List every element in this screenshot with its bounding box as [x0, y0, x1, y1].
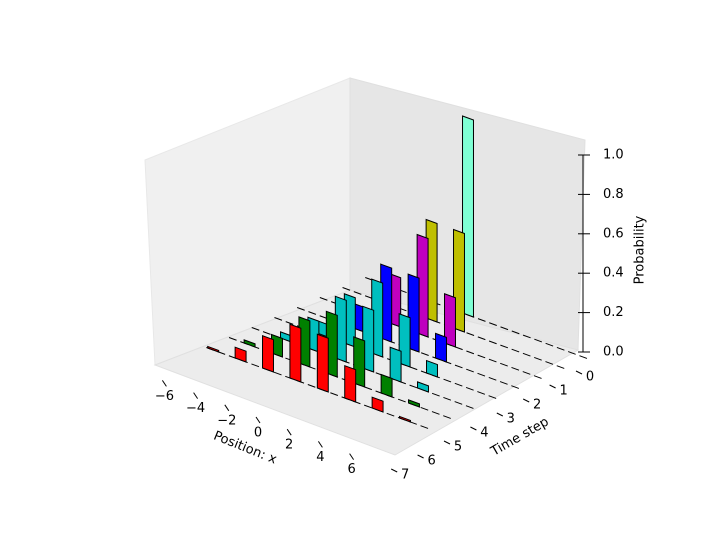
y-tick — [522, 398, 530, 403]
x-tick — [255, 416, 261, 424]
z-axis-label: Probability — [633, 215, 648, 284]
x-tick-label: 4 — [316, 450, 324, 465]
y-tick — [496, 412, 504, 417]
x-tick-label: 0 — [254, 426, 262, 441]
bar — [417, 381, 429, 393]
bar — [389, 346, 402, 383]
x-tick-label: −6 — [155, 389, 174, 404]
bar — [262, 334, 274, 373]
bar — [407, 273, 420, 353]
bar — [444, 293, 456, 348]
bar — [371, 278, 384, 358]
z-tick-label: 0.2 — [603, 305, 624, 320]
bar — [408, 399, 420, 408]
y-tick-label: 4 — [480, 426, 488, 441]
x-tick-label: −4 — [186, 401, 205, 416]
bar — [243, 339, 256, 348]
bar — [416, 233, 429, 338]
bar — [462, 115, 474, 318]
x-tick-label: 6 — [347, 462, 355, 477]
row-guide — [365, 277, 589, 360]
y-tick-label: 7 — [401, 468, 409, 483]
bar — [371, 396, 384, 413]
bar — [426, 359, 438, 378]
y-tick — [443, 440, 451, 445]
bar — [289, 323, 302, 383]
z-tick-label: 0.4 — [603, 266, 624, 281]
x-tick-label: −2 — [217, 413, 236, 428]
bar — [398, 313, 411, 368]
x-tick — [349, 453, 355, 460]
y-tick-label: 5 — [454, 440, 462, 455]
x-axis-label: Position: x — [211, 429, 279, 468]
bar — [435, 332, 447, 363]
bar — [453, 228, 465, 333]
x-tick — [224, 404, 230, 412]
x-tick — [286, 428, 292, 436]
x-tick — [193, 392, 199, 399]
y-tick-label: 2 — [533, 398, 541, 413]
bar — [362, 305, 375, 373]
bar — [353, 336, 366, 388]
x-tick — [317, 441, 323, 448]
bar — [325, 310, 338, 378]
y-tick — [417, 454, 424, 459]
y-tick-label: 3 — [507, 412, 515, 427]
bar — [380, 373, 393, 398]
bar — [399, 415, 411, 423]
z-tick-label: 1.0 — [603, 148, 624, 163]
y-tick-label: 0 — [586, 370, 594, 385]
z-tick-label: 0.0 — [603, 345, 624, 360]
bar — [207, 345, 220, 353]
bar — [316, 333, 329, 393]
x-tick — [161, 380, 167, 387]
y-tick — [549, 384, 556, 389]
y-tick — [390, 468, 398, 473]
y-tick-label: 1 — [559, 384, 567, 399]
y-axis-label: Time step — [488, 414, 552, 460]
y-tick — [470, 426, 477, 431]
z-tick-label: 0.6 — [603, 226, 624, 241]
bar — [234, 346, 247, 363]
bar — [344, 364, 357, 403]
x-tick-label: 2 — [285, 438, 293, 453]
floor-pane — [153, 289, 580, 456]
z-tick-label: 0.8 — [603, 187, 624, 202]
y-tick-label: 6 — [427, 454, 435, 469]
y-tick — [575, 370, 583, 375]
